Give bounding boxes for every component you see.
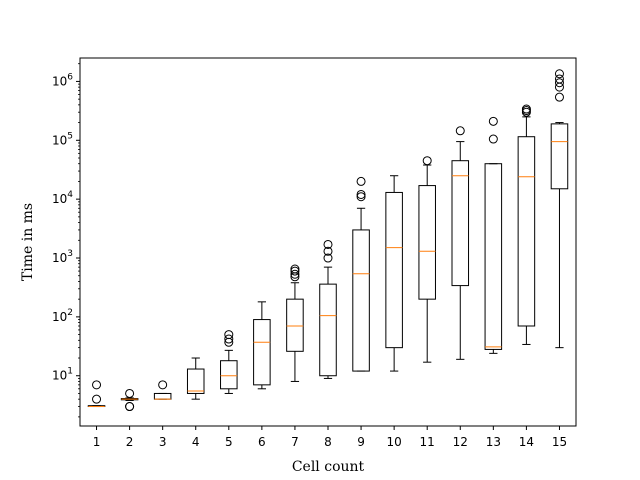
y-tick-label: 104: [52, 190, 73, 206]
x-tick-label: 12: [453, 435, 468, 449]
x-tick-label: 15: [552, 435, 567, 449]
outlier-point: [554, 69, 564, 79]
outlier-point: [488, 116, 498, 126]
outlier-point: [158, 380, 168, 390]
outlier-point: [356, 176, 366, 186]
box-7: [286, 264, 304, 382]
box-iqr: [352, 229, 370, 372]
outlier-point: [290, 269, 300, 279]
x-tick-label: 11: [420, 435, 435, 449]
box-iqr: [484, 163, 503, 350]
x-tick-label: 8: [324, 435, 332, 449]
y-tick-label: 105: [52, 131, 73, 147]
box-8: [319, 239, 337, 379]
x-tick-label: 5: [225, 435, 233, 449]
box-iqr: [385, 191, 403, 349]
box-1: [87, 380, 106, 408]
x-tick-label: 14: [519, 435, 534, 449]
box-11: [418, 156, 436, 363]
box-15: [550, 69, 569, 349]
box-6: [253, 301, 271, 390]
outlier-point: [125, 388, 135, 398]
box-iqr: [319, 283, 337, 377]
box-14: [517, 104, 536, 345]
outlier-point: [323, 239, 333, 249]
box-iqr: [286, 298, 304, 352]
outlier-point: [92, 394, 102, 404]
y-tick-label: 103: [52, 249, 73, 265]
box-12: [451, 126, 470, 360]
box-13: [484, 116, 503, 354]
x-tick-label: 7: [291, 435, 299, 449]
x-tick-label: 13: [486, 435, 501, 449]
x-tick-label: 1: [93, 435, 101, 449]
box-iqr: [517, 136, 536, 327]
outlier-point: [290, 264, 300, 274]
y-tick-label: 106: [52, 72, 73, 88]
box-iqr: [550, 123, 569, 190]
box-iqr: [186, 368, 205, 394]
x-tick-label: 10: [386, 435, 401, 449]
outlier-point: [323, 253, 333, 263]
y-tick-label: 102: [52, 308, 73, 324]
outlier-point: [554, 78, 564, 88]
box-iqr: [451, 160, 470, 287]
y-axis: 101 102 103 104 105 106: [52, 63, 80, 418]
outlier-point: [224, 334, 234, 344]
outlier-point: [125, 402, 135, 412]
x-axis: 1 2 3 4 5 6 7 8 9 10 11 12 13 14 15: [93, 426, 567, 449]
outlier-point: [554, 74, 564, 84]
box-3: [153, 380, 172, 400]
box-5: [220, 330, 238, 394]
box-10: [385, 175, 403, 372]
box-iqr: [220, 360, 238, 390]
box-iqr: [253, 319, 271, 386]
x-tick-label: 3: [159, 435, 167, 449]
outlier-point: [521, 104, 531, 114]
box-iqr: [418, 185, 436, 300]
outlier-point: [422, 156, 432, 166]
plot-area: [87, 69, 569, 412]
x-tick-label: 2: [126, 435, 134, 449]
box-iqr: [153, 392, 172, 400]
outlier-point: [92, 380, 102, 390]
x-tick-label: 6: [258, 435, 266, 449]
box-4: [186, 357, 205, 400]
y-tick-label: 101: [52, 367, 73, 383]
x-axis-label: Cell count: [292, 459, 365, 475]
outlier-point: [323, 246, 333, 256]
outlier-point: [488, 134, 498, 144]
outlier-point: [455, 126, 465, 136]
outlier-point: [356, 189, 366, 199]
outlier-point: [224, 330, 234, 340]
box-2: [120, 388, 139, 412]
outlier-point: [356, 192, 366, 202]
y-axis-label: Time in ms: [20, 203, 36, 281]
x-tick-label: 9: [357, 435, 365, 449]
outlier-point: [554, 92, 564, 102]
x-tick-label: 4: [192, 435, 200, 449]
box-9: [352, 176, 370, 372]
